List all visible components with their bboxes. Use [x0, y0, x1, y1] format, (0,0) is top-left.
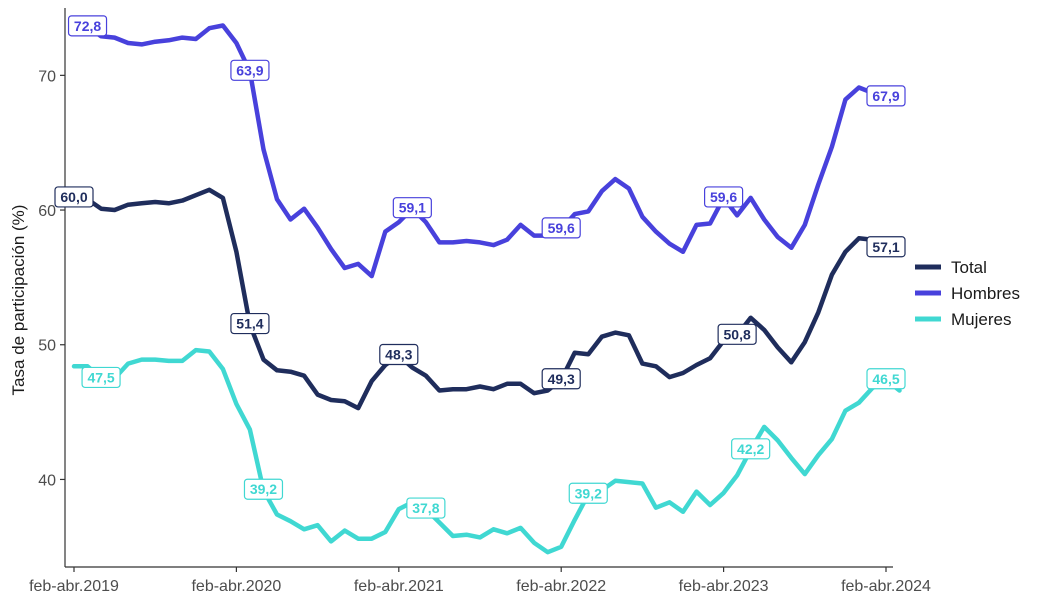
data-label-text: 67,9	[872, 88, 899, 104]
axes: 40 50 60 70 feb-abr.2019 feb-abr.2020 feb-abr.…	[29, 8, 931, 595]
series-lines	[71, 23, 902, 555]
data-label: 39,2	[568, 482, 608, 504]
data-label: 59,6	[541, 217, 581, 239]
data-label-text: 50,8	[724, 326, 751, 342]
data-label: 47,5	[81, 366, 121, 389]
data-label: 37,8	[406, 497, 446, 519]
data-label-text: 60,0	[60, 189, 87, 205]
data-label: 49,3	[541, 368, 581, 390]
data-label: 51,4	[230, 312, 270, 335]
data-label-text: 59,1	[399, 200, 426, 216]
data-label-box	[866, 85, 906, 107]
data-label-box	[379, 343, 419, 366]
data-label-text: 37,8	[412, 500, 439, 516]
y-tick-label: 40	[38, 472, 56, 489]
data-label-box	[54, 186, 94, 208]
data-label-box	[717, 323, 757, 345]
data-label: 59,6	[703, 186, 744, 208]
y-axis-title: Tasa de participación (%)	[9, 205, 28, 396]
data-label-text: 51,4	[236, 316, 263, 332]
data-label-box	[541, 368, 581, 390]
y-tick-label: 70	[38, 68, 56, 85]
data-label-text: 59,6	[710, 189, 737, 205]
x-tick-label: feb-abr.2019	[29, 578, 119, 595]
y-tick-label: 50	[38, 338, 56, 355]
data-label: 46,5	[866, 368, 906, 390]
data-label-box	[568, 482, 608, 504]
x-tick-label: feb-abr.2024	[841, 578, 931, 595]
series-line-hombres	[71, 23, 889, 279]
data-label-box	[541, 217, 581, 239]
data-label-box	[392, 197, 432, 219]
data-label-text: 49,3	[548, 371, 575, 387]
data-label-box	[866, 368, 906, 390]
data-label-text: 59,6	[548, 220, 575, 236]
x-tick-label: feb-abr.2023	[679, 578, 769, 595]
data-label-box	[406, 497, 446, 519]
data-label: 57,1	[866, 236, 906, 258]
data-label-text: 42,2	[737, 441, 764, 457]
legend: Total Hombres Mujeres	[915, 258, 1020, 329]
data-label-text: 72,8	[74, 18, 101, 34]
series-line-total	[71, 187, 889, 411]
data-label-box	[731, 438, 771, 460]
data-label-text: 47,5	[87, 369, 114, 385]
data-label: 48,3	[379, 343, 419, 366]
data-label: 59,1	[392, 197, 432, 219]
x-tick-label: feb-abr.2021	[354, 578, 444, 595]
data-label-box	[230, 312, 270, 335]
data-label-box	[230, 59, 270, 81]
data-label: 72,8	[67, 15, 108, 37]
data-label: 42,2	[731, 438, 771, 460]
data-label-box	[81, 366, 121, 389]
legend-label-hombres: Hombres	[951, 284, 1020, 303]
data-label-box	[866, 236, 906, 258]
data-label-text: 39,2	[575, 485, 602, 501]
data-label: 60,0	[54, 186, 94, 208]
x-tick-label: feb-abr.2022	[516, 578, 606, 595]
data-label: 50,8	[717, 323, 757, 345]
y-tick-label: 60	[38, 203, 56, 220]
legend-label-total: Total	[951, 258, 987, 277]
x-tick-label: feb-abr.2020	[191, 578, 281, 595]
data-label-text: 63,9	[236, 62, 263, 78]
data-labels: 60,0 51,4 48,3 49,3 50,8 57,1 72,8 63,9 59,1 59,6…	[54, 15, 906, 519]
data-label-text: 39,2	[250, 481, 277, 497]
legend-label-mujeres: Mujeres	[951, 310, 1011, 329]
data-label-box	[243, 478, 284, 500]
data-label: 63,9	[230, 59, 270, 81]
data-label-box	[703, 186, 744, 208]
data-label: 39,2	[243, 478, 284, 500]
data-label-text: 46,5	[872, 371, 899, 387]
series-line-mujeres	[71, 347, 902, 555]
data-label: 67,9	[866, 85, 906, 107]
data-label-text: 48,3	[385, 347, 412, 363]
data-label-text: 57,1	[872, 239, 899, 255]
data-label-box	[67, 15, 108, 37]
